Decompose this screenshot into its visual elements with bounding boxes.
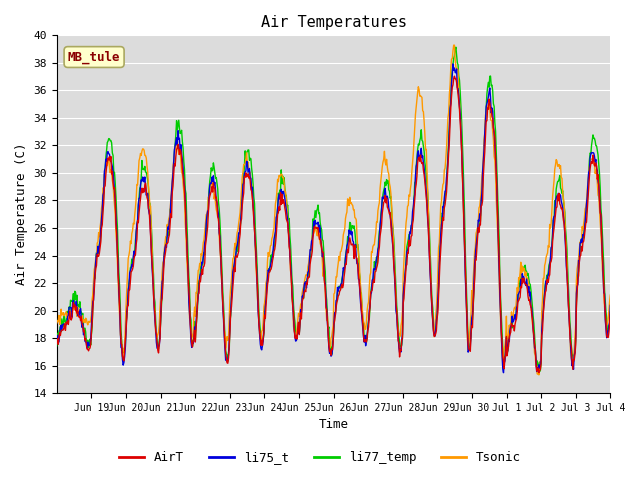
Legend: AirT, li75_t, li77_temp, Tsonic: AirT, li75_t, li77_temp, Tsonic xyxy=(114,446,526,469)
Title: Air Temperatures: Air Temperatures xyxy=(260,15,406,30)
Y-axis label: Air Temperature (C): Air Temperature (C) xyxy=(15,143,28,286)
Text: MB_tule: MB_tule xyxy=(68,50,120,64)
X-axis label: Time: Time xyxy=(319,419,349,432)
